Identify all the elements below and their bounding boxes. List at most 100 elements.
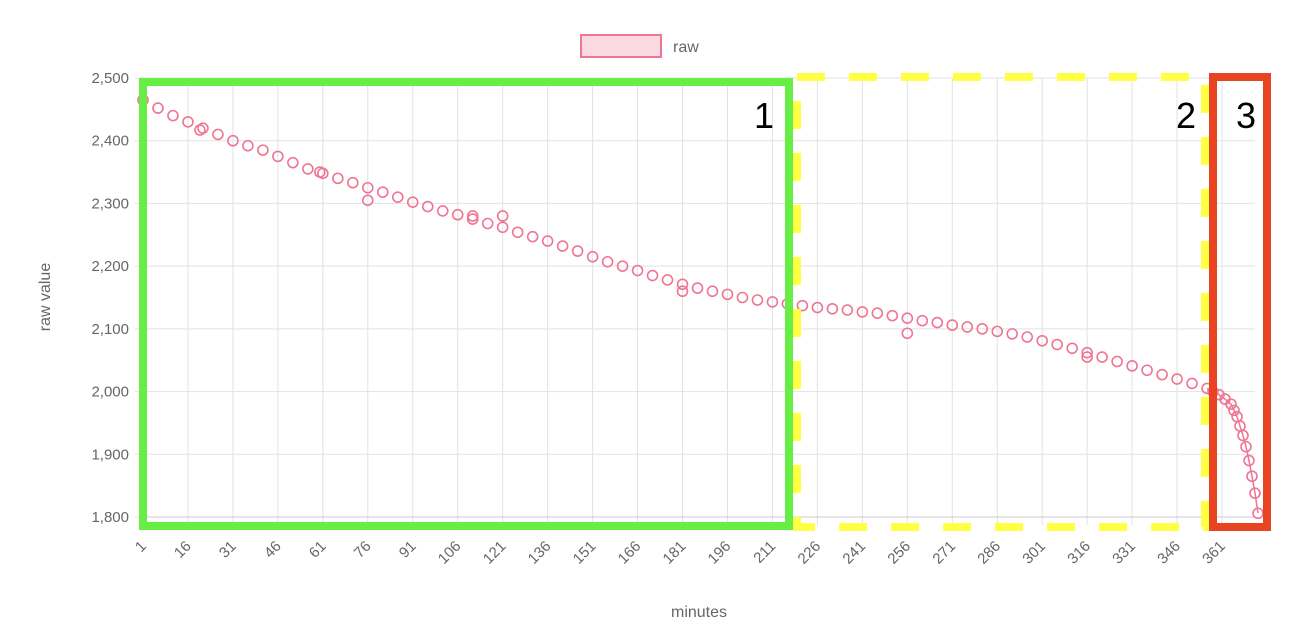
data-point [1141, 364, 1153, 377]
x-tick-label: 241 [839, 538, 869, 568]
y-tick-label: 2,100 [91, 321, 129, 338]
y-axis-title: raw value [37, 263, 54, 332]
data-point [1171, 373, 1183, 385]
data-point [616, 260, 629, 272]
data-point [1240, 440, 1252, 453]
data-point [556, 240, 569, 252]
y-tick-label: 2,000 [91, 384, 129, 401]
x-tick-label: 346 [1154, 538, 1184, 568]
x-tick-label: 181 [660, 538, 690, 568]
x-tick-label: 166 [615, 538, 645, 568]
data-point [661, 274, 674, 286]
x-tick-label: 1 [132, 538, 150, 556]
x-tick-label: 136 [525, 538, 555, 568]
data-point [257, 144, 269, 156]
x-tick-label: 316 [1064, 538, 1094, 568]
data-point [1036, 334, 1048, 347]
data-point [481, 217, 494, 230]
region-2-label: 2 [1176, 95, 1196, 136]
data-point [302, 163, 314, 175]
x-tick-label: 76 [351, 538, 375, 562]
data-point [182, 116, 194, 128]
data-point [227, 134, 239, 147]
data-point [436, 205, 449, 217]
axes: 1,800 1,900 2,000 2,100 2,200 2,300 2,400 2,500… [91, 70, 1255, 568]
data-point [1252, 507, 1264, 520]
data-point [152, 102, 164, 114]
data-point [1021, 331, 1034, 343]
data-point [841, 304, 854, 316]
data-point [361, 194, 374, 207]
data-point [272, 150, 284, 163]
data-point [601, 255, 614, 268]
region-2-box [793, 73, 1209, 531]
data-point [1006, 328, 1019, 340]
data-point [391, 191, 404, 203]
data-point [1246, 470, 1258, 483]
data-points [137, 94, 1264, 520]
x-tick-label: 361 [1199, 538, 1229, 568]
data-point [646, 269, 659, 282]
data-point [1228, 404, 1240, 417]
data-point [1243, 454, 1255, 467]
y-tick-label: 2,200 [91, 258, 129, 275]
data-point [1111, 355, 1123, 368]
data-point [676, 278, 689, 291]
y-tick-label: 1,900 [91, 446, 129, 463]
data-point [466, 210, 479, 222]
data-point [287, 156, 299, 169]
data-point [466, 213, 479, 225]
data-point [212, 128, 224, 141]
x-tick-label: 106 [435, 538, 465, 568]
data-point [931, 316, 944, 329]
data-point [1156, 368, 1168, 381]
data-point [361, 181, 374, 194]
data-point [1237, 429, 1249, 442]
legend: raw [580, 34, 699, 58]
data-point [886, 309, 899, 322]
data-point [901, 312, 914, 324]
y-tick-label: 2,400 [91, 133, 129, 150]
y-tick-label: 1,800 [91, 509, 129, 526]
grid [135, 77, 1255, 525]
data-point [676, 285, 689, 298]
x-tick-label: 91 [396, 538, 420, 562]
data-point [826, 302, 839, 315]
data-point [991, 325, 1004, 338]
data-point [961, 321, 974, 333]
data-point [511, 226, 524, 239]
data-point [751, 294, 764, 306]
data-point [586, 250, 599, 263]
legend-label: raw [673, 39, 699, 56]
data-point [571, 245, 584, 257]
x-tick-label: 301 [1019, 538, 1049, 568]
data-point [1051, 338, 1063, 351]
data-point [406, 196, 419, 208]
data-point [976, 323, 989, 335]
region-1-box [139, 78, 793, 530]
data-point [691, 282, 704, 294]
data-point [1186, 377, 1198, 390]
data-point [421, 200, 434, 213]
data-point [901, 327, 914, 340]
data-point [1225, 398, 1237, 410]
x-tick-label: 331 [1109, 538, 1139, 568]
x-tick-label: 196 [705, 538, 735, 568]
data-point [496, 210, 509, 222]
data-point [721, 288, 734, 301]
data-point [314, 166, 326, 178]
x-tick-label: 16 [171, 538, 195, 562]
region-3-box [1209, 73, 1271, 531]
x-tick-label: 211 [750, 538, 779, 567]
data-point [1126, 360, 1138, 372]
x-tick-label: 256 [884, 538, 914, 568]
x-tick-label: 61 [306, 538, 330, 562]
data-point [541, 235, 554, 247]
data-point [194, 124, 206, 136]
region-1-label: 1 [754, 95, 774, 136]
data-point [916, 314, 929, 327]
data-point [706, 285, 719, 298]
